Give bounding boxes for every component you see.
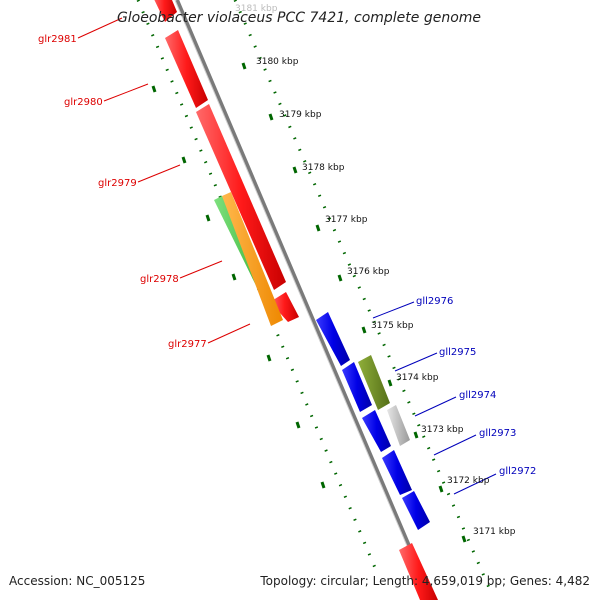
major-tick — [241, 62, 247, 70]
leader-gll2973 — [433, 434, 477, 456]
gene-glr2978-arrow[interactable] — [270, 292, 299, 322]
leader-glr2981 — [77, 17, 123, 39]
ruler-label: 3174 kbp — [396, 373, 439, 383]
gene-label-glr2980[interactable]: glr2980 — [64, 97, 103, 108]
gene-gll2975-arrow[interactable] — [342, 362, 372, 412]
major-tick — [361, 326, 367, 334]
major-tick — [266, 354, 272, 362]
ruler-label: 3173 kbp — [421, 425, 464, 435]
colored-features — [214, 192, 410, 446]
ruler-label: 3175 kbp — [371, 321, 414, 331]
major-tick — [268, 113, 274, 121]
gene-gll2976-arrow[interactable] — [316, 312, 350, 366]
gene-label-gll2972[interactable]: gll2972 — [499, 466, 536, 477]
gene-glr2981-arrow[interactable] — [152, 0, 177, 22]
outer-dotted-guide — [233, 0, 492, 591]
reverse-gene-labels: glr2981 glr2980 glr2979 glr2978 glr2977 — [38, 34, 207, 350]
leader-glr2977 — [207, 323, 251, 344]
major-ticks — [151, 62, 467, 543]
leader-glr2980 — [103, 83, 149, 102]
gene-gll2974-arrow[interactable] — [362, 410, 391, 452]
ruler-label: 3172 kbp — [447, 476, 490, 486]
forward-leader-lines — [372, 301, 497, 495]
major-tick — [461, 535, 467, 543]
ruler-label: 3179 kbp — [279, 110, 322, 120]
reverse-strand-genes — [152, 0, 299, 322]
major-tick — [387, 379, 393, 387]
major-tick — [315, 224, 321, 232]
major-tick — [205, 214, 211, 222]
topology-text: Topology: circular; Length: 4,659,019 bp… — [259, 574, 590, 588]
leader-glr2978 — [179, 260, 223, 279]
gene-label-glr2981[interactable]: glr2981 — [38, 34, 77, 45]
major-tick — [292, 166, 298, 174]
forward-gene-labels: gll2976 gll2975 gll2974 gll2973 gll2972 — [416, 296, 536, 477]
accession-text: Accession: NC_005125 — [9, 574, 145, 588]
leader-gll2975 — [394, 352, 438, 372]
major-tick — [295, 421, 301, 429]
leader-gll2972 — [453, 473, 497, 495]
leader-gll2974 — [414, 396, 457, 417]
orange-feature[interactable] — [222, 192, 283, 326]
gene-label-gll2974[interactable]: gll2974 — [459, 390, 496, 401]
gene-label-gll2976[interactable]: gll2976 — [416, 296, 453, 307]
major-tick — [438, 485, 444, 493]
gene-gll2973-arrow[interactable] — [382, 450, 412, 495]
gene-next-arrow[interactable] — [399, 543, 438, 600]
olive-feature[interactable] — [358, 355, 390, 410]
gene-label-glr2978[interactable]: glr2978 — [140, 274, 179, 285]
ruler-label: 3180 kbp — [256, 57, 299, 67]
ruler-label: 3177 kbp — [325, 215, 368, 225]
major-tick — [337, 274, 343, 282]
gene-glr2979-arrow[interactable] — [196, 104, 286, 290]
ruler-labels: 3181 kbp 3180 kbp 3179 kbp 3178 kbp 3177… — [235, 4, 516, 537]
gene-glr2980-arrow[interactable] — [165, 30, 208, 108]
gene-label-gll2973[interactable]: gll2973 — [479, 428, 516, 439]
leader-glr2979 — [137, 164, 181, 183]
map-title: Gloeobacter violaceus PCC 7421, complete… — [117, 10, 481, 26]
major-tick — [151, 85, 157, 93]
ruler-label: 3178 kbp — [302, 163, 345, 173]
ruler-label: 3171 kbp — [473, 527, 516, 537]
leader-gll2976 — [372, 301, 415, 319]
major-tick — [413, 431, 419, 439]
gene-label-glr2979[interactable]: glr2979 — [98, 178, 137, 189]
gene-label-glr2977[interactable]: glr2977 — [168, 339, 207, 350]
major-tick — [231, 273, 237, 281]
genome-backbone-highlight — [174, 0, 431, 600]
ruler-label: 3176 kbp — [347, 267, 390, 277]
major-tick — [320, 481, 326, 489]
gene-gll2972-arrow[interactable] — [402, 491, 430, 530]
ruler-label: 3181 kbp — [235, 4, 278, 14]
reverse-leader-lines — [77, 17, 251, 344]
grey-feature[interactable] — [387, 405, 410, 446]
gene-label-gll2975[interactable]: gll2975 — [439, 347, 476, 358]
genome-backbone — [175, 0, 434, 600]
major-tick — [181, 156, 187, 164]
forward-strand-genes — [316, 312, 430, 530]
